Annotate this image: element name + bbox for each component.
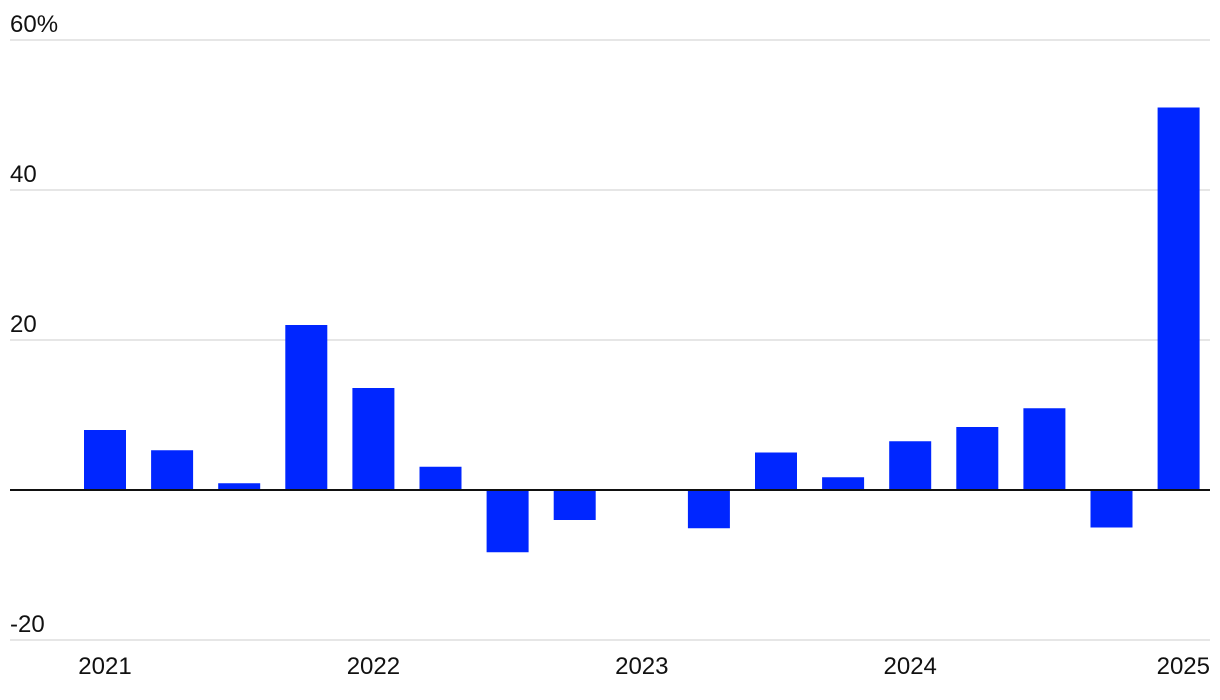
bar: [486, 490, 529, 553]
bar: [687, 490, 730, 529]
y-tick-label: 20: [10, 311, 37, 338]
y-tick-label: 40: [10, 161, 37, 188]
bar: [151, 450, 194, 490]
x-tick-label: 2024: [884, 653, 937, 680]
bar: [1090, 490, 1133, 528]
bar: [956, 427, 999, 490]
bar: [889, 441, 932, 490]
bar: [352, 388, 395, 490]
bar: [822, 477, 865, 490]
x-tick-label: 2025: [1157, 653, 1210, 680]
bar: [553, 490, 596, 520]
y-tick-label: -20: [10, 611, 45, 638]
y-tick-label: 60%: [10, 11, 58, 38]
y-axis-tick-labels: 60% 40 20 -20: [10, 11, 58, 638]
bar: [419, 466, 462, 490]
x-tick-label: 2023: [615, 653, 668, 680]
x-axis-tick-labels: 2021 2022 2023 2024 2025: [78, 653, 1210, 680]
bar: [84, 430, 126, 490]
bar: [285, 325, 328, 490]
bar: [755, 452, 797, 490]
bar: [1023, 408, 1066, 490]
bar: [218, 483, 261, 490]
x-tick-label: 2021: [78, 653, 131, 680]
bars: [84, 107, 1200, 553]
x-tick-label: 2022: [347, 653, 400, 680]
bar: [1157, 107, 1200, 490]
gridlines: [10, 39, 1210, 641]
